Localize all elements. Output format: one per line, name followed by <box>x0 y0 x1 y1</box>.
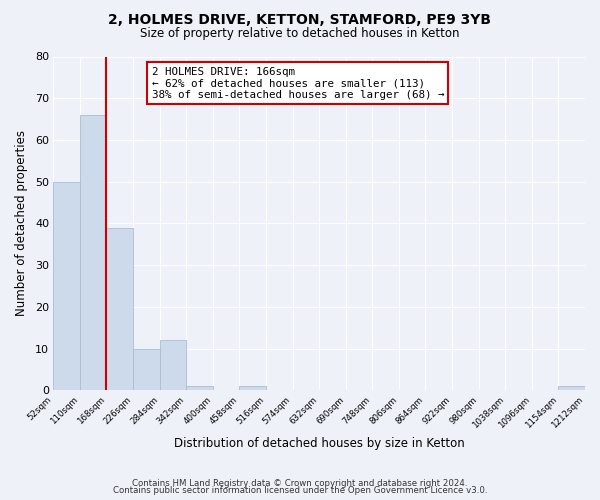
Bar <box>239 386 266 390</box>
Text: Contains HM Land Registry data © Crown copyright and database right 2024.: Contains HM Land Registry data © Crown c… <box>132 478 468 488</box>
Text: Contains public sector information licensed under the Open Government Licence v3: Contains public sector information licen… <box>113 486 487 495</box>
Bar <box>80 115 106 390</box>
X-axis label: Distribution of detached houses by size in Ketton: Distribution of detached houses by size … <box>174 437 464 450</box>
Y-axis label: Number of detached properties: Number of detached properties <box>15 130 28 316</box>
Bar <box>53 182 80 390</box>
Text: Size of property relative to detached houses in Ketton: Size of property relative to detached ho… <box>140 28 460 40</box>
Bar <box>133 348 160 391</box>
Bar <box>160 340 186 390</box>
Bar <box>106 228 133 390</box>
Text: 2, HOLMES DRIVE, KETTON, STAMFORD, PE9 3YB: 2, HOLMES DRIVE, KETTON, STAMFORD, PE9 3… <box>109 12 491 26</box>
Bar <box>559 386 585 390</box>
Bar <box>186 386 213 390</box>
Text: 2 HOLMES DRIVE: 166sqm
← 62% of detached houses are smaller (113)
38% of semi-de: 2 HOLMES DRIVE: 166sqm ← 62% of detached… <box>152 66 444 100</box>
